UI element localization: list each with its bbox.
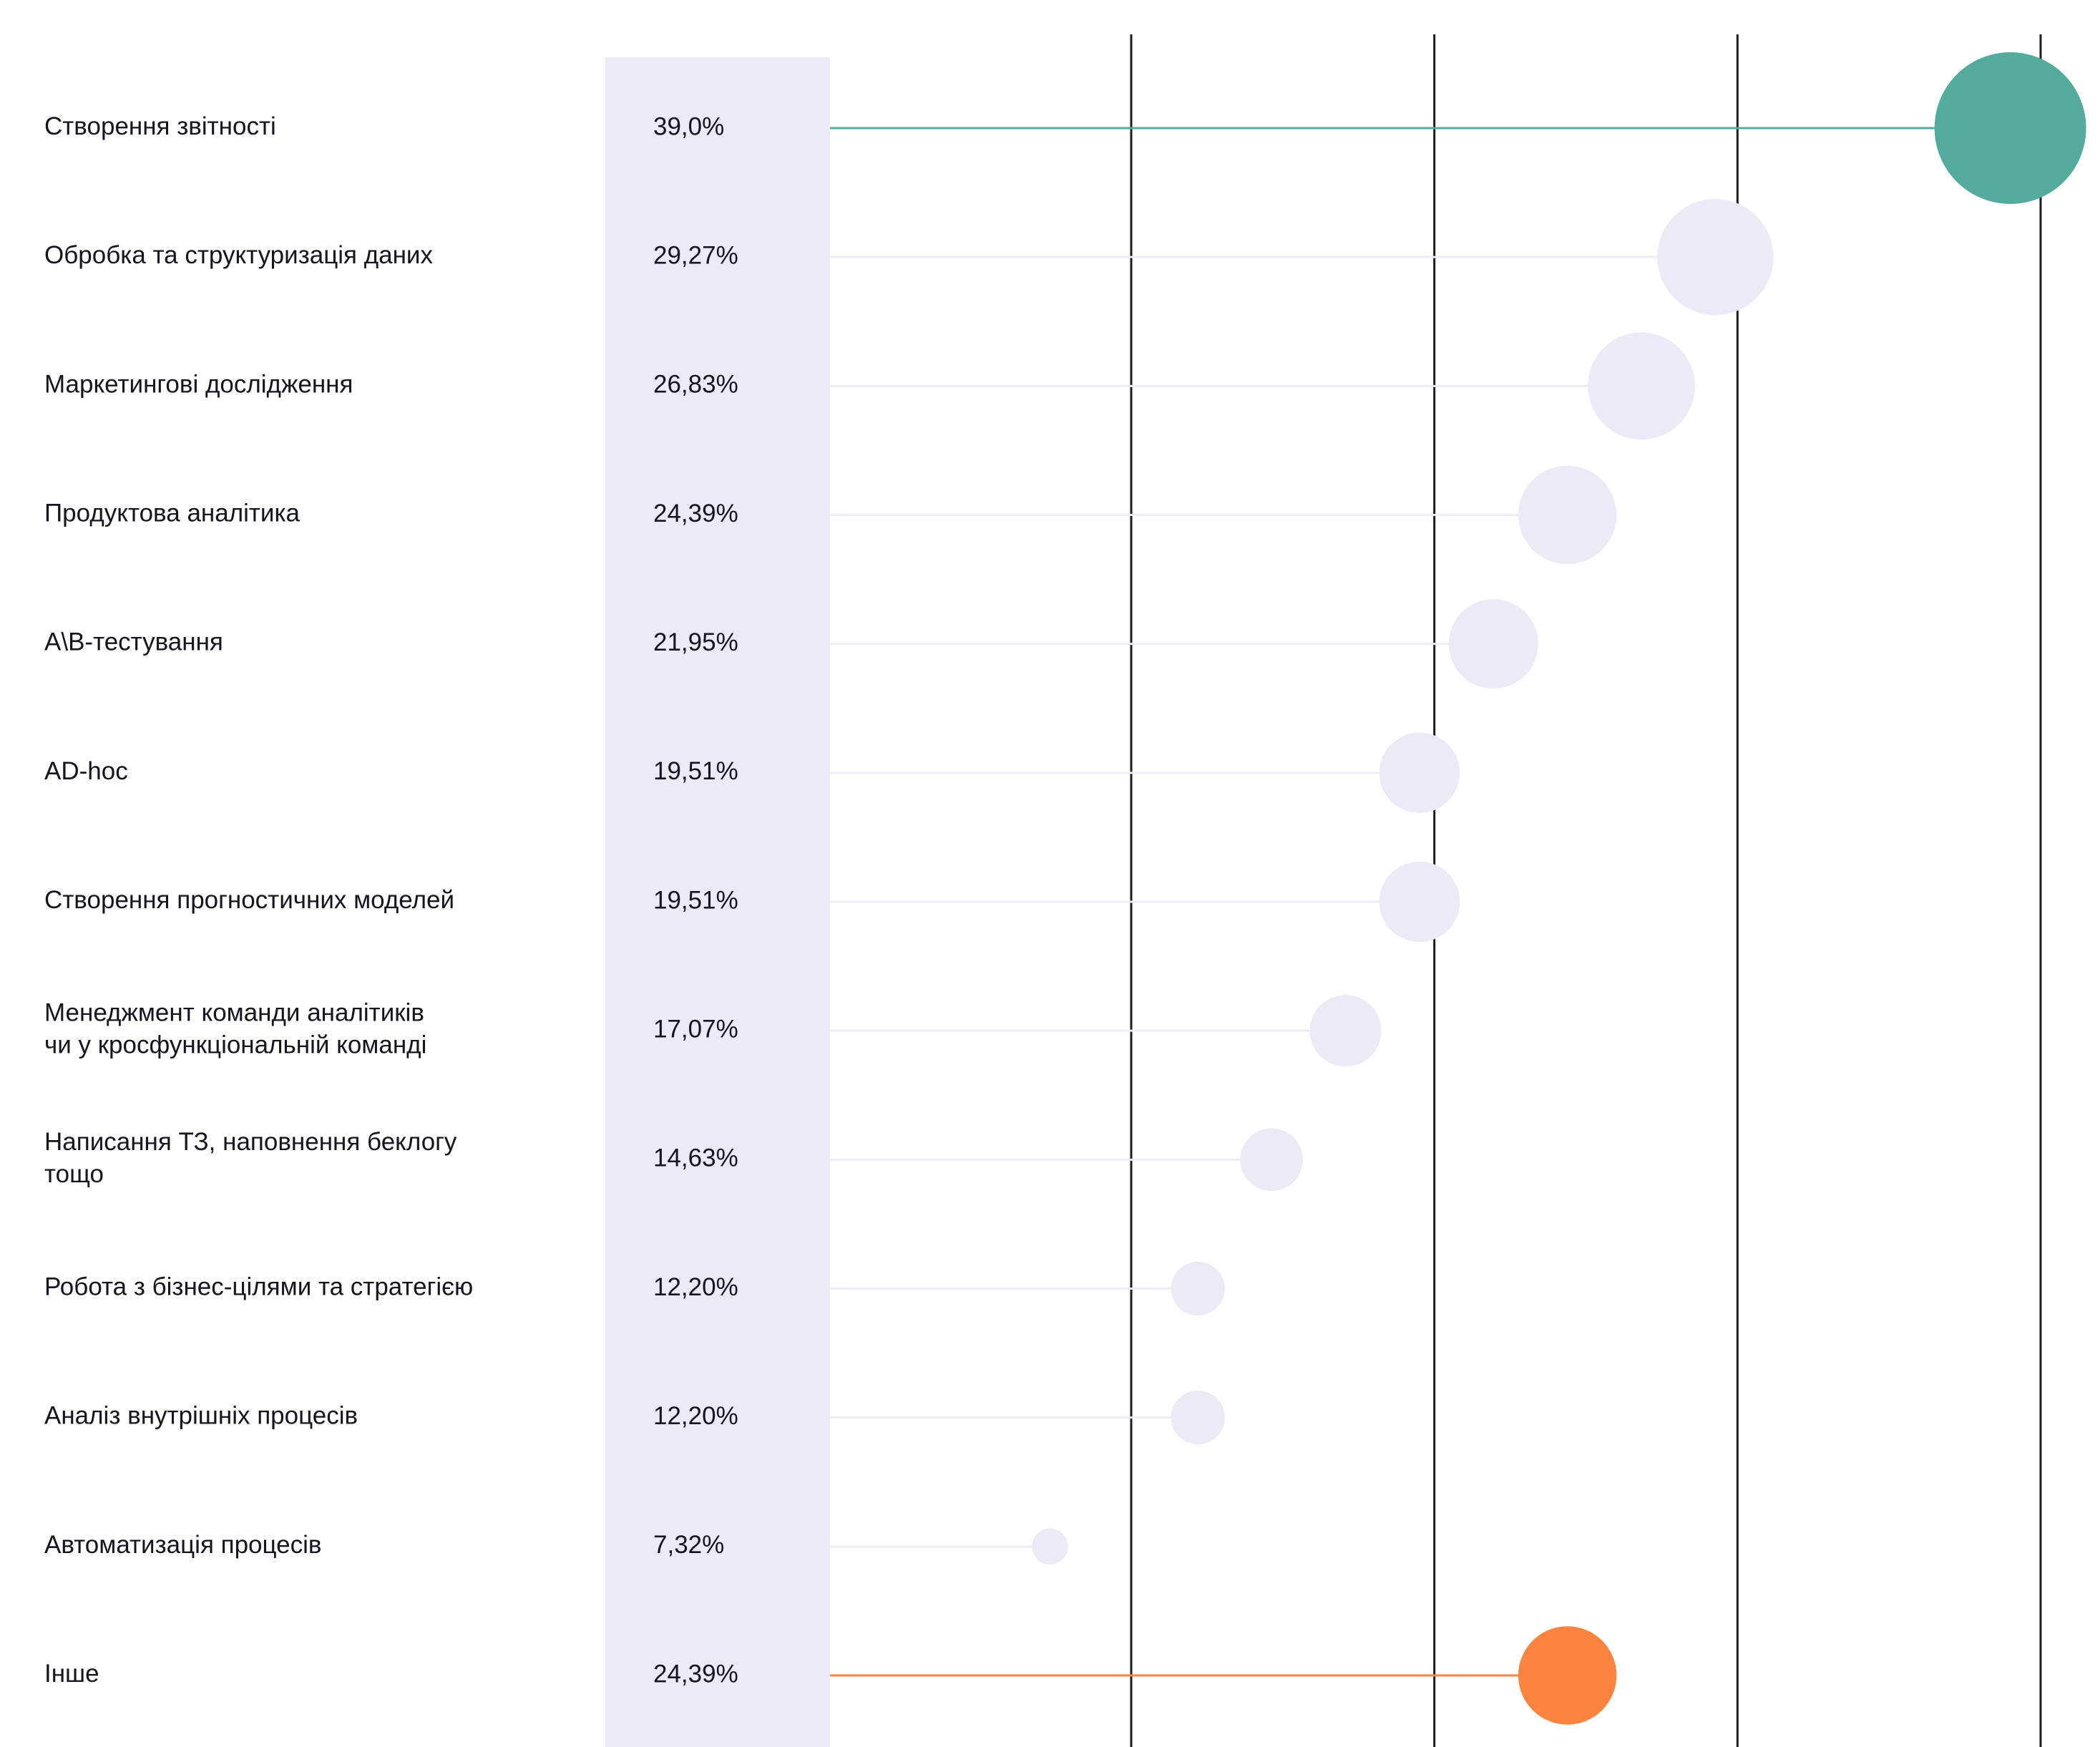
value-label: 19,51% xyxy=(653,886,738,914)
row-label-line: Написання ТЗ, наповнення беклогу xyxy=(44,1128,457,1156)
value-label: 17,07% xyxy=(653,1015,738,1043)
bubble xyxy=(1379,732,1460,814)
row-label-line: тощо xyxy=(44,1160,104,1188)
row-label: Обробка та структуризація даних xyxy=(44,241,433,269)
value-band xyxy=(605,57,830,1747)
value-label: 26,83% xyxy=(653,371,738,399)
gridlines xyxy=(1130,34,2042,1747)
row-label-line: Створення прогностичних моделей xyxy=(44,886,454,914)
row-label: A\B-тестування xyxy=(44,628,223,656)
row-label: Написання ТЗ, наповнення беклогу тощо xyxy=(44,1128,457,1188)
value-label: 24,39% xyxy=(653,500,738,527)
row-label-line: Маркетингові дослідження xyxy=(44,371,353,399)
row-label-line: AD-hoc xyxy=(44,757,128,785)
bubbles xyxy=(1032,52,2086,1725)
row-label: Автоматизація процесів xyxy=(44,1531,322,1559)
value-label: 12,20% xyxy=(653,1402,738,1430)
bubble xyxy=(1032,1528,1068,1564)
row-label: Продуктова аналітика xyxy=(44,500,301,527)
connectors xyxy=(830,127,2011,1677)
value-label: 24,39% xyxy=(653,1660,738,1688)
value-label: 19,51% xyxy=(653,757,738,785)
row-label-line: чи у кросфункціональній команді xyxy=(44,1031,426,1059)
value-label: 21,95% xyxy=(653,628,738,656)
row-label: Робота з бізнес-цілями та стратегією xyxy=(44,1273,473,1301)
row-label-line: Інше xyxy=(44,1660,99,1688)
value-label: 14,63% xyxy=(653,1144,738,1172)
row-label-line: A\B-тестування xyxy=(44,628,223,656)
row-label: Менеджмент команди аналітиків чи у кросфу… xyxy=(44,999,426,1059)
row-label-line: Робота з бізнес-цілями та стратегією xyxy=(44,1273,473,1301)
row-label: Аналіз внутрішніх процесів xyxy=(44,1402,358,1430)
bubble xyxy=(1588,332,1695,440)
row-label-line: Продуктова аналітика xyxy=(44,500,301,527)
value-labels: 39,0% 29,27% 26,83% 24,39% 21,95% 19,51% 19,51… xyxy=(653,112,738,1688)
value-label: 29,27% xyxy=(653,241,738,269)
row-label: Створення звітності xyxy=(44,112,276,140)
row-labels: Створення звітності Обробка та структуриз… xyxy=(44,112,473,1688)
bubble xyxy=(1657,199,1774,316)
value-label: 12,20% xyxy=(653,1273,738,1301)
bubble xyxy=(1934,52,2086,204)
row-label: Створення прогностичних моделей xyxy=(44,886,454,914)
bubble xyxy=(1171,1261,1225,1316)
row-label: AD-hoc xyxy=(44,757,128,785)
row-label-line: Аналіз внутрішніх процесів xyxy=(44,1402,358,1430)
bubble xyxy=(1309,995,1382,1067)
value-label: 39,0% xyxy=(653,112,724,140)
bubble xyxy=(1240,1128,1303,1192)
row-label-line: Менеджмент команди аналітиків xyxy=(44,999,424,1027)
row-label: Маркетингові дослідження xyxy=(44,371,353,399)
row-label: Інше xyxy=(44,1660,99,1688)
bubble xyxy=(1448,599,1538,689)
bubble xyxy=(1171,1391,1225,1445)
bubble xyxy=(1518,1626,1617,1725)
row-label-line: Обробка та структуризація даних xyxy=(44,241,433,269)
bubble xyxy=(1518,465,1617,565)
row-label-line: Автоматизація процесів xyxy=(44,1531,322,1559)
bubble xyxy=(1379,861,1460,943)
row-label-line: Створення звітності xyxy=(44,112,276,140)
value-label: 7,32% xyxy=(653,1531,724,1559)
